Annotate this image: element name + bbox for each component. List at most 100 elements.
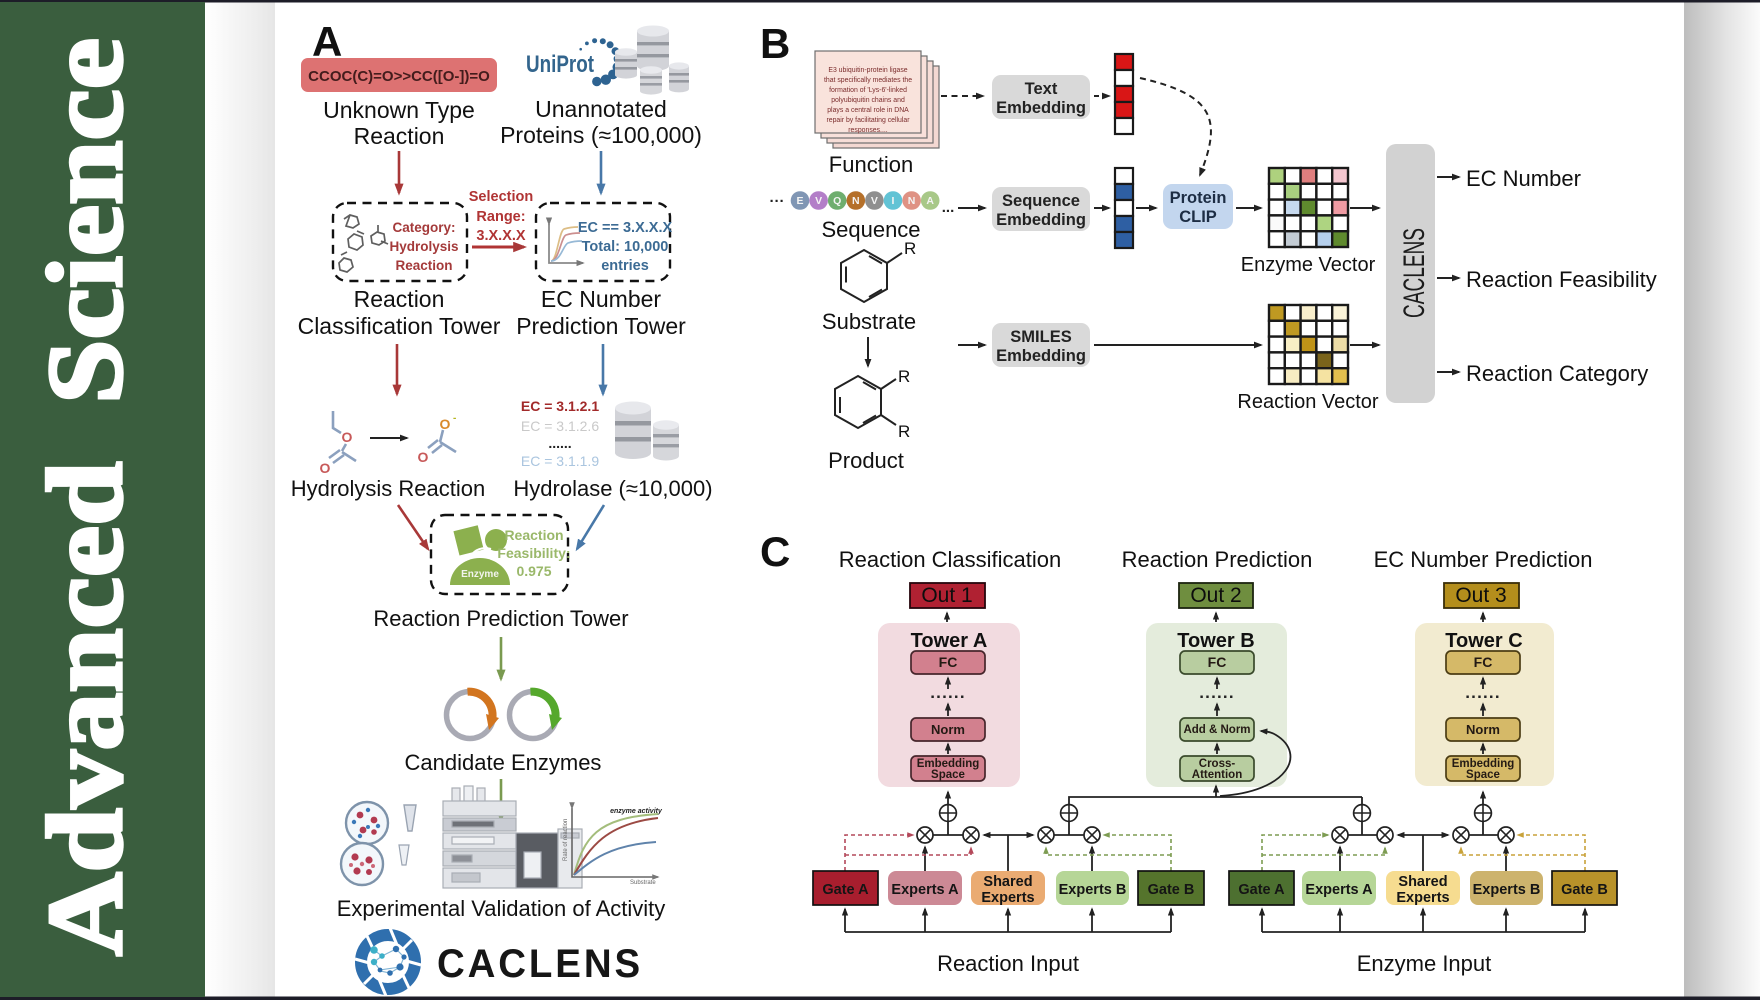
svg-text:Enzyme Vector: Enzyme Vector <box>1241 254 1376 276</box>
svg-text:EC = 3.1.2.1: EC = 3.1.2.1 <box>521 398 599 414</box>
svg-text:Hydrolysis: Hydrolysis <box>389 239 458 254</box>
svg-text:N: N <box>852 195 860 207</box>
svg-text:responses....: responses.... <box>848 127 888 134</box>
svg-text:Text: Text <box>1025 80 1058 98</box>
svg-text:Advanced Science: Advanced Science <box>27 38 145 956</box>
svg-text:Candidate Enzymes: Candidate Enzymes <box>405 750 602 775</box>
svg-text:O: O <box>440 416 451 432</box>
svg-text:Experimental Validation of Act: Experimental Validation of Activity <box>337 896 666 921</box>
svg-text:Space: Space <box>1466 769 1500 781</box>
svg-text:CLIP: CLIP <box>1179 208 1217 226</box>
svg-text:N: N <box>908 195 916 207</box>
svg-text:Gate A: Gate A <box>822 882 869 898</box>
svg-text:Category:: Category: <box>392 220 455 235</box>
svg-text:polyubiquitin chains and: polyubiquitin chains and <box>831 97 905 104</box>
svg-text:Range:: Range: <box>476 209 525 225</box>
svg-text:Reaction Prediction Tower: Reaction Prediction Tower <box>373 606 628 631</box>
svg-text:Sequence: Sequence <box>821 217 920 242</box>
svg-text:......: ...... <box>1465 683 1501 702</box>
svg-text:3.X.X.X: 3.X.X.X <box>476 228 525 244</box>
svg-text:R: R <box>898 422 910 441</box>
svg-text:Hydrolase (≈10,000): Hydrolase (≈10,000) <box>513 476 712 501</box>
svg-text:EC == 3.X.X.X: EC == 3.X.X.X <box>578 220 673 236</box>
svg-text:Experts: Experts <box>981 890 1034 906</box>
svg-text:Reaction: Reaction <box>354 123 445 149</box>
svg-text:Proteins (≈100,000): Proteins (≈100,000) <box>500 122 702 148</box>
svg-text:A: A <box>312 18 342 65</box>
svg-text:Reaction Input: Reaction Input <box>937 951 1079 976</box>
svg-text:Experts: Experts <box>1396 890 1449 906</box>
svg-text:Gate B: Gate B <box>1561 882 1608 898</box>
svg-text:FC: FC <box>1208 654 1227 670</box>
svg-text:Attention: Attention <box>1192 769 1242 781</box>
svg-text:Out 2: Out 2 <box>1190 584 1241 607</box>
svg-text:EC = 3.1.2.6: EC = 3.1.2.6 <box>521 418 599 434</box>
svg-text:Shared: Shared <box>1398 874 1447 890</box>
svg-text:Enzyme: Enzyme <box>461 569 499 580</box>
svg-text:CACLENS: CACLENS <box>1398 228 1431 318</box>
svg-text:Norm: Norm <box>931 722 965 737</box>
svg-text:that specifically mediates the: that specifically mediates the <box>824 77 912 84</box>
svg-text:Add & Norm: Add & Norm <box>1183 724 1250 736</box>
svg-text:Gate B: Gate B <box>1148 882 1195 898</box>
svg-text:Reaction: Reaction <box>504 527 563 543</box>
svg-text:Embedding: Embedding <box>917 758 980 770</box>
svg-text:Classification Tower: Classification Tower <box>298 313 501 339</box>
svg-text:Reaction Prediction: Reaction Prediction <box>1122 547 1313 572</box>
svg-text:Shared: Shared <box>983 874 1032 890</box>
svg-text:Experts A: Experts A <box>891 882 959 898</box>
svg-text:Reaction: Reaction <box>395 258 452 273</box>
svg-text:Unknown Type: Unknown Type <box>323 97 475 123</box>
svg-text:Tower C: Tower C <box>1445 630 1522 652</box>
svg-text:EC Number: EC Number <box>1466 166 1581 191</box>
svg-text:Embedding: Embedding <box>996 347 1086 365</box>
svg-text:E3 ubiquitin-protein ligase: E3 ubiquitin-protein ligase <box>828 67 907 74</box>
svg-text:0.975: 0.975 <box>516 563 551 579</box>
svg-text:SMILES: SMILES <box>1010 328 1071 346</box>
svg-text:EC = 3.1.1.9: EC = 3.1.1.9 <box>521 453 599 469</box>
svg-text:CCOC(C)=O>>CC([O-])=O: CCOC(C)=O>>CC([O-])=O <box>308 68 490 85</box>
svg-text:Experts B: Experts B <box>1059 882 1127 898</box>
svg-text:O: O <box>342 429 353 445</box>
svg-text:I: I <box>892 195 895 207</box>
svg-text:C: C <box>760 528 790 575</box>
svg-text:Experts B: Experts B <box>1473 882 1541 898</box>
svg-text:entries: entries <box>601 258 649 274</box>
svg-text:E: E <box>796 195 803 207</box>
svg-text:Reaction Vector: Reaction Vector <box>1237 391 1379 413</box>
svg-text:···: ··· <box>770 193 785 210</box>
svg-text:Out 1: Out 1 <box>921 584 972 607</box>
svg-text:FC: FC <box>939 654 958 670</box>
svg-text:......: ...... <box>548 435 571 451</box>
svg-text:Product: Product <box>828 448 904 473</box>
svg-text:R: R <box>904 239 916 258</box>
svg-text:-: - <box>453 413 456 424</box>
svg-text:Q: Q <box>833 195 841 207</box>
svg-text:...: ... <box>942 199 955 216</box>
svg-text:Substrate: Substrate <box>630 880 656 886</box>
svg-text:Sequence: Sequence <box>1002 192 1080 210</box>
svg-text:EC Number Prediction: EC Number Prediction <box>1374 547 1593 572</box>
svg-text:Prediction Tower: Prediction Tower <box>516 313 686 339</box>
svg-text:Total: 10,000: Total: 10,000 <box>582 239 669 255</box>
svg-text:repair by facilitating cellula: repair by facilitating cellular <box>826 117 910 124</box>
svg-text:Substrate: Substrate <box>822 309 916 334</box>
svg-text:O: O <box>418 449 429 465</box>
svg-text:A: A <box>926 195 934 207</box>
svg-text:R: R <box>898 367 910 386</box>
svg-text:V: V <box>815 195 822 207</box>
svg-text:B: B <box>760 20 790 67</box>
svg-text:Norm: Norm <box>1466 722 1500 737</box>
svg-text:Hydrolysis Reaction: Hydrolysis Reaction <box>291 476 485 501</box>
svg-text:Tower B: Tower B <box>1177 630 1254 652</box>
svg-text:CACLENS: CACLENS <box>437 942 643 986</box>
svg-text:Protein: Protein <box>1170 189 1227 207</box>
svg-text:Space: Space <box>931 769 965 781</box>
svg-text:Tower A: Tower A <box>911 630 988 652</box>
svg-text:Embedding: Embedding <box>1452 758 1515 770</box>
svg-text:Reaction Classification: Reaction Classification <box>839 547 1062 572</box>
svg-text:enzyme activity: enzyme activity <box>610 808 663 815</box>
svg-text:Experts A: Experts A <box>1305 882 1373 898</box>
svg-text:Function: Function <box>829 152 913 177</box>
svg-text:......: ...... <box>1199 683 1235 702</box>
